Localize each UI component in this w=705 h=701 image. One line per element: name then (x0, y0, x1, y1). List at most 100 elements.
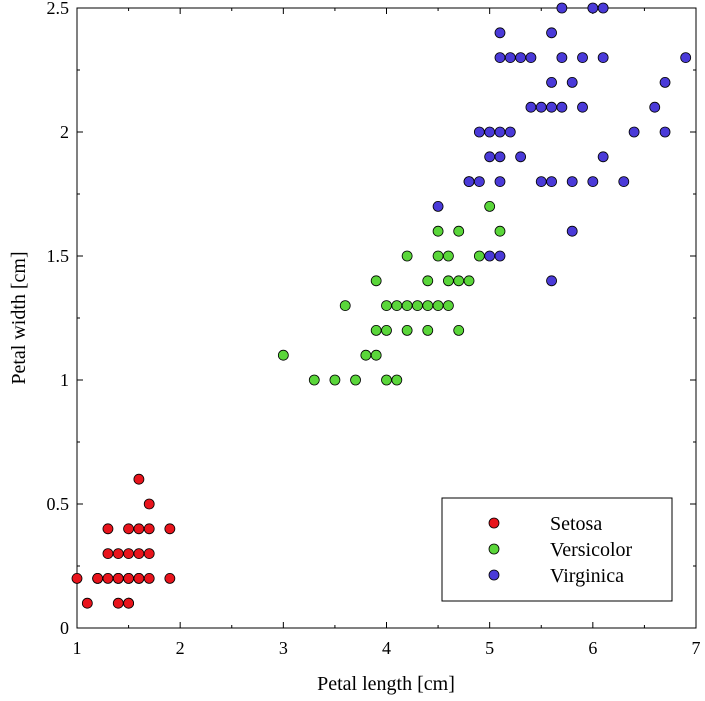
data-point (133, 548, 145, 559)
data-point (112, 548, 124, 559)
y-tick-label: 0 (60, 618, 69, 638)
y-tick-label: 1 (60, 370, 69, 390)
legend-marker (488, 517, 500, 529)
axis-ticks (76, 7, 697, 629)
data-point (164, 523, 176, 535)
data-point (123, 523, 134, 535)
data-point (432, 200, 444, 212)
x-tick-label: 4 (382, 638, 391, 658)
data-point (577, 52, 588, 63)
data-point (525, 52, 537, 63)
data-point (442, 250, 454, 262)
x-tick-label: 1 (73, 638, 82, 658)
series-setosa (71, 473, 176, 609)
data-point (494, 27, 506, 39)
data-point (494, 151, 506, 163)
data-point (504, 52, 516, 63)
data-point (525, 101, 537, 113)
data-point (133, 573, 145, 584)
x-tick-label: 3 (279, 638, 288, 658)
y-axis-label: Petal width [cm] (8, 251, 30, 384)
data-point (401, 250, 413, 262)
data-point (546, 275, 557, 287)
data-points (71, 2, 692, 609)
data-point (112, 573, 124, 584)
data-point (391, 300, 403, 312)
data-point (143, 498, 155, 510)
data-point (432, 250, 444, 262)
data-point (494, 52, 506, 63)
data-point (453, 275, 465, 287)
data-point (535, 176, 547, 188)
data-point (463, 275, 475, 287)
data-point (339, 300, 351, 312)
data-point (381, 300, 392, 312)
legend-label: Virginica (550, 565, 624, 587)
data-point (484, 250, 496, 262)
data-point (453, 324, 465, 336)
data-point (381, 374, 392, 386)
data-point (143, 548, 155, 559)
data-point (628, 126, 640, 138)
data-point (546, 27, 557, 39)
data-point (432, 225, 444, 237)
data-point (422, 324, 434, 336)
data-point (143, 523, 155, 535)
data-point (484, 200, 496, 212)
data-point (515, 151, 527, 163)
data-point (401, 300, 413, 312)
data-point (133, 523, 145, 535)
data-point (494, 176, 506, 188)
data-point (618, 176, 630, 188)
data-point (597, 52, 609, 63)
data-point (133, 473, 145, 485)
x-tick-label: 5 (485, 638, 494, 658)
data-point (546, 77, 557, 88)
data-point (164, 573, 176, 584)
legend-label: Setosa (550, 513, 602, 535)
data-point (649, 101, 661, 113)
data-point (350, 374, 361, 386)
data-point (577, 101, 588, 113)
data-point (556, 2, 568, 14)
series-versicolor (277, 176, 506, 386)
data-point (92, 573, 104, 584)
y-tick-label: 2 (60, 122, 69, 142)
data-point (597, 151, 609, 163)
data-point (370, 324, 382, 336)
data-point (112, 597, 124, 609)
tick-labels: 1 2 3 4 5 6 7 0 0.5 1 1.5 2 2.5 (47, 0, 701, 658)
data-point (401, 324, 413, 336)
y-tick-label: 0.5 (47, 494, 70, 514)
data-point (566, 77, 578, 88)
data-point (680, 52, 692, 63)
legend-marker (488, 569, 500, 581)
data-point (308, 374, 320, 386)
data-point (370, 275, 382, 287)
data-point (659, 77, 671, 88)
y-tick-label: 1.5 (47, 246, 70, 266)
data-point (566, 225, 578, 237)
legend: Setosa Versicolor Virginica (441, 497, 673, 602)
legend-label: Versicolor (550, 539, 633, 561)
data-point (494, 225, 506, 237)
data-point (546, 176, 557, 188)
data-point (453, 225, 465, 237)
data-point (277, 349, 289, 361)
data-point (391, 374, 403, 386)
data-point (442, 300, 454, 312)
data-point (597, 2, 609, 14)
data-point (484, 151, 496, 163)
data-point (473, 176, 485, 188)
data-point (659, 126, 671, 138)
data-point (484, 126, 496, 138)
data-point (587, 176, 599, 188)
data-point (422, 275, 434, 287)
x-tick-label: 6 (588, 638, 597, 658)
data-point (566, 176, 578, 188)
legend-marker (488, 543, 500, 555)
data-point (329, 374, 341, 386)
data-point (102, 548, 114, 559)
legend-box (441, 497, 673, 602)
data-point (381, 324, 392, 336)
